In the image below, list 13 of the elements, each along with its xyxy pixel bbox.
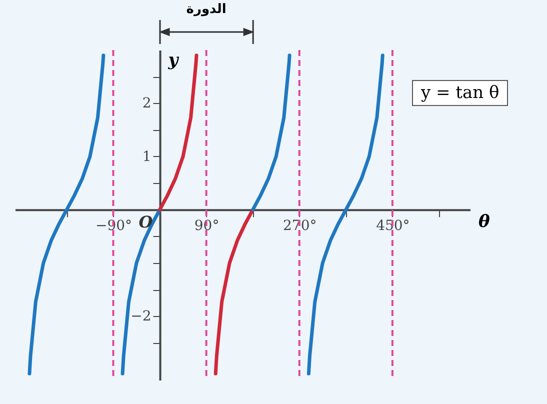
annotation: y = tan θ	[412, 80, 508, 106]
line-series	[251, 54, 292, 212]
x-tick-label: 90°	[194, 218, 220, 234]
x-axis-title: θ	[478, 212, 490, 232]
y-axis-title: y	[167, 50, 180, 70]
y-tick-label: 1	[142, 148, 152, 165]
line-series	[158, 54, 198, 212]
y-tick-label: −2	[130, 308, 152, 325]
text: الدورة	[186, 2, 226, 17]
x-tick-label: 270°	[283, 218, 317, 234]
annotation: O	[138, 212, 153, 232]
x-tick-label: 450°	[376, 218, 410, 234]
y-tick-label: 2	[142, 96, 152, 112]
